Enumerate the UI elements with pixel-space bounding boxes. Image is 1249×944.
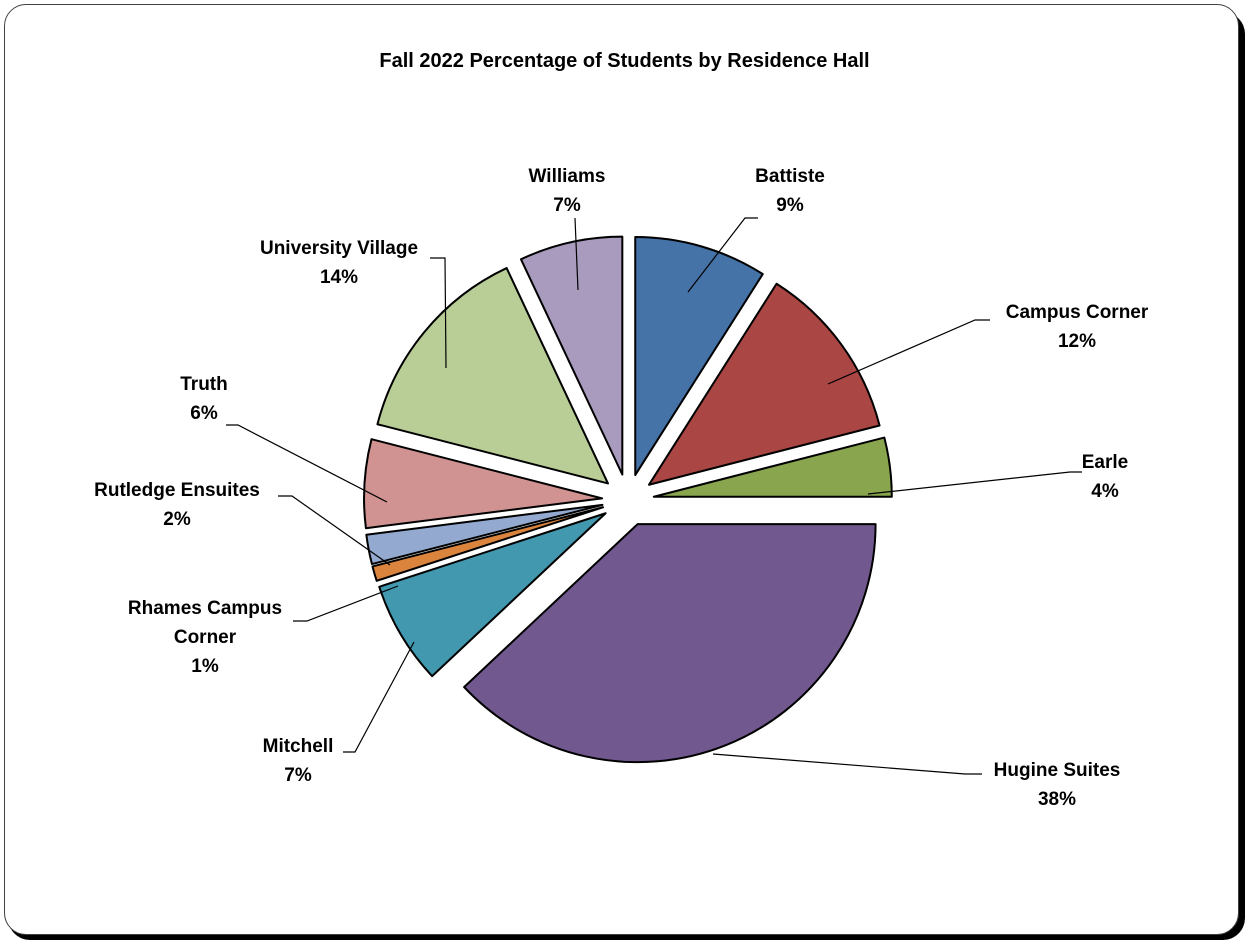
leader-line-battiste (687, 217, 758, 293)
pie-slice-campus-corner (648, 282, 881, 486)
data-label-battiste: Battiste 9% (755, 166, 825, 216)
data-label-university-village: University Village 14% (260, 238, 418, 288)
pie-slice-mitchell (378, 512, 607, 678)
data-label-earle: Earle 4% (1082, 452, 1128, 502)
data-label-mitchell: Mitchell 7% (263, 736, 334, 786)
leader-line-mitchell (343, 641, 415, 753)
leader-line-campus-corner (827, 319, 990, 385)
leader-line-rhames-campus-corner (293, 585, 399, 622)
data-label-campus-corner: Campus Corner 12% (1006, 302, 1149, 352)
data-label-hugine-suites: Hugine Suites 38% (994, 760, 1121, 810)
pie-slice-williams (519, 235, 624, 476)
data-label-williams: Williams 7% (529, 166, 606, 216)
pie-slice-hugine-suites (463, 523, 877, 764)
pie-slice-truth (363, 438, 604, 530)
data-label-rutledge-ensuites: Rutledge Ensuites 2% (94, 480, 260, 530)
leader-line-truth (226, 424, 388, 503)
data-label-truth: Truth 6% (180, 374, 228, 424)
leader-line-university-village (430, 257, 447, 369)
pie-slice-battiste (634, 236, 764, 477)
data-label-rhames-campus-corner: Rhames Campus Corner 1% (128, 598, 282, 677)
chart-title: Fall 2022 Percentage of Students by Resi… (379, 50, 870, 72)
pie-slice-earle (652, 436, 893, 498)
leader-line-earle (867, 471, 1082, 495)
leader-line-hugine-suites (712, 753, 982, 775)
leader-line-williams (574, 217, 579, 291)
leader-line-rutledge-ensuites (278, 495, 391, 566)
pie-slice-university-village (376, 267, 609, 485)
pie-slice-rhames-campus-corner (371, 506, 605, 582)
